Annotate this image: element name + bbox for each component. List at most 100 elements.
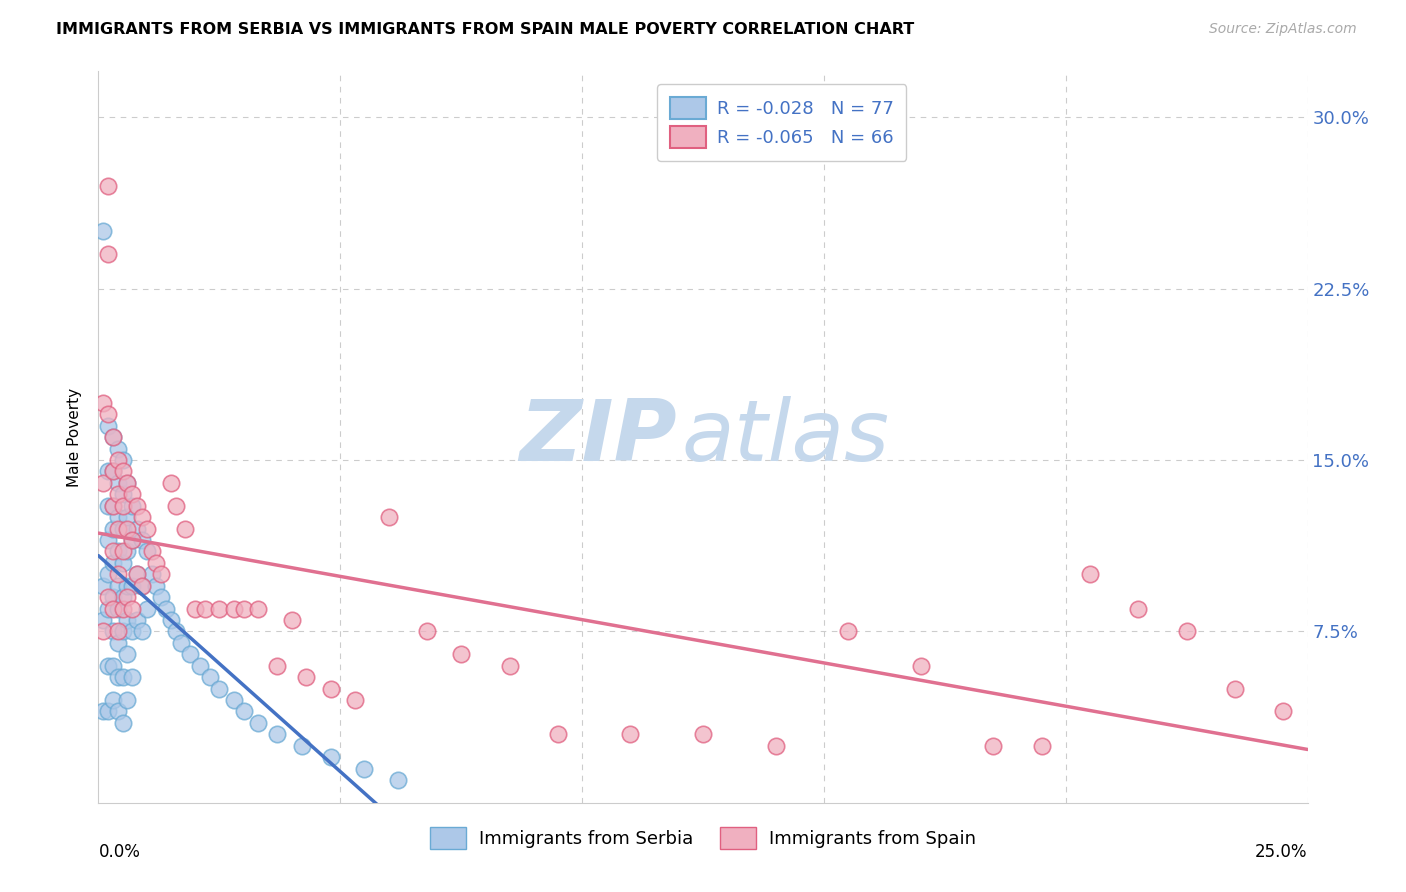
Point xyxy=(111,453,134,467)
Point xyxy=(117,521,139,535)
Point xyxy=(135,544,157,558)
Y-axis label: Male Poverty: Male Poverty xyxy=(67,387,83,487)
Point xyxy=(91,396,114,410)
Point xyxy=(121,533,143,547)
Point xyxy=(101,499,124,513)
Point xyxy=(1175,624,1198,639)
Point xyxy=(117,647,139,661)
Point xyxy=(97,178,120,193)
Point xyxy=(160,613,183,627)
Point xyxy=(1128,601,1150,615)
Point xyxy=(111,487,134,501)
Point xyxy=(165,624,187,639)
Point xyxy=(91,579,114,593)
Point xyxy=(91,624,114,639)
Point xyxy=(377,510,399,524)
Point xyxy=(387,772,409,787)
Point xyxy=(101,430,124,444)
Point xyxy=(121,670,143,684)
Point xyxy=(97,418,120,433)
Point xyxy=(131,579,153,593)
Point xyxy=(97,567,120,582)
Point xyxy=(101,521,124,535)
Point xyxy=(141,567,163,582)
Point xyxy=(117,579,139,593)
Point xyxy=(981,739,1004,753)
Point xyxy=(111,499,134,513)
Point xyxy=(266,658,288,673)
Point xyxy=(127,613,149,627)
Point xyxy=(127,499,149,513)
Point xyxy=(97,464,120,478)
Point xyxy=(101,464,124,478)
Point xyxy=(121,624,143,639)
Point xyxy=(247,601,270,615)
Point xyxy=(111,521,134,535)
Point xyxy=(343,693,366,707)
Point xyxy=(498,658,520,673)
Point xyxy=(107,453,129,467)
Point xyxy=(145,579,167,593)
Point xyxy=(188,658,211,673)
Point xyxy=(184,601,207,615)
Point xyxy=(619,727,641,741)
Point xyxy=(281,613,304,627)
Point xyxy=(101,658,124,673)
Point xyxy=(111,715,134,730)
Point xyxy=(1223,681,1246,696)
Point xyxy=(91,613,114,627)
Point xyxy=(97,247,120,261)
Point xyxy=(107,521,129,535)
Point xyxy=(107,475,129,490)
Point xyxy=(117,693,139,707)
Point xyxy=(232,705,254,719)
Point xyxy=(141,544,163,558)
Point xyxy=(111,601,134,615)
Point xyxy=(416,624,439,639)
Point xyxy=(101,693,124,707)
Text: atlas: atlas xyxy=(682,395,889,479)
Point xyxy=(101,624,124,639)
Point xyxy=(107,567,129,582)
Point xyxy=(117,510,139,524)
Point xyxy=(97,601,120,615)
Point xyxy=(107,601,129,615)
Point xyxy=(319,750,342,764)
Point xyxy=(111,624,134,639)
Point xyxy=(198,670,221,684)
Point xyxy=(111,544,134,558)
Point xyxy=(91,224,114,238)
Point xyxy=(121,601,143,615)
Text: IMMIGRANTS FROM SERBIA VS IMMIGRANTS FROM SPAIN MALE POVERTY CORRELATION CHART: IMMIGRANTS FROM SERBIA VS IMMIGRANTS FRO… xyxy=(56,22,914,37)
Point xyxy=(208,681,231,696)
Point xyxy=(101,544,124,558)
Point xyxy=(127,567,149,582)
Point xyxy=(547,727,569,741)
Point xyxy=(97,407,120,421)
Point xyxy=(131,533,153,547)
Point xyxy=(1272,705,1295,719)
Point xyxy=(97,499,120,513)
Point xyxy=(160,475,183,490)
Point xyxy=(101,430,124,444)
Point xyxy=(1078,567,1101,582)
Point xyxy=(131,624,153,639)
Point xyxy=(150,567,173,582)
Point xyxy=(91,475,114,490)
Point xyxy=(127,567,149,582)
Point xyxy=(194,601,217,615)
Point xyxy=(179,647,201,661)
Point xyxy=(97,658,120,673)
Point xyxy=(107,705,129,719)
Point xyxy=(107,442,129,456)
Point xyxy=(692,727,714,741)
Point xyxy=(111,670,134,684)
Point xyxy=(111,464,134,478)
Point xyxy=(319,681,342,696)
Point xyxy=(101,590,124,604)
Text: 25.0%: 25.0% xyxy=(1256,843,1308,861)
Point xyxy=(121,499,143,513)
Point xyxy=(145,556,167,570)
Point xyxy=(222,601,245,615)
Point xyxy=(222,693,245,707)
